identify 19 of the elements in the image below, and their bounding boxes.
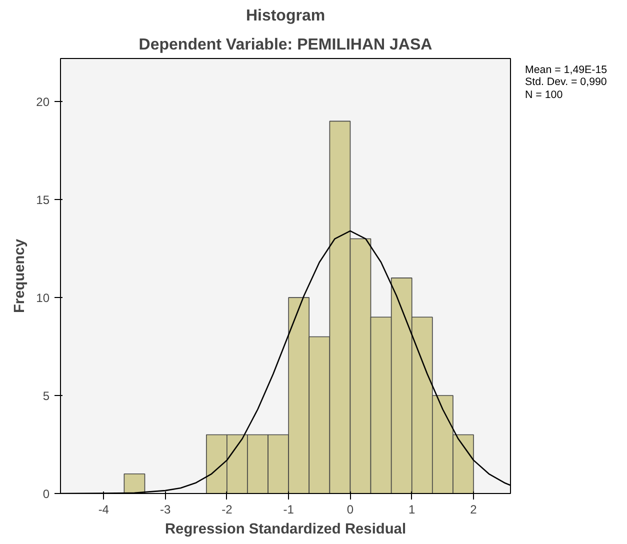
y-tick-label: 5 <box>42 389 50 404</box>
x-tick-label: 1 <box>408 502 416 516</box>
x-axis-title: Regression Standardized Residual <box>164 522 406 538</box>
chart-subtitle: Dependent Variable: PEMILIHAN JASA <box>138 36 433 54</box>
y-axis-title: Frequency <box>12 238 28 314</box>
text: Std. Dev. = 0,990 <box>525 76 607 88</box>
y-tick-label: 15 <box>36 193 50 208</box>
y-tick-label: 0 <box>42 487 50 501</box>
x-tick-label: 0 <box>346 502 354 516</box>
text: N = 100 <box>525 88 563 101</box>
x-tick-label: 2 <box>470 502 478 516</box>
x-tick-label: -2 <box>222 502 233 516</box>
x-tick-label: -1 <box>283 502 294 516</box>
text: Mean = 1,49E-15 <box>525 64 608 76</box>
x-tick-label: -3 <box>160 502 171 516</box>
y-tick-label: 10 <box>36 291 50 306</box>
chart-title: Histogram <box>246 8 326 24</box>
y-tick-label: 20 <box>36 95 50 110</box>
x-tick-label: -4 <box>98 502 110 516</box>
